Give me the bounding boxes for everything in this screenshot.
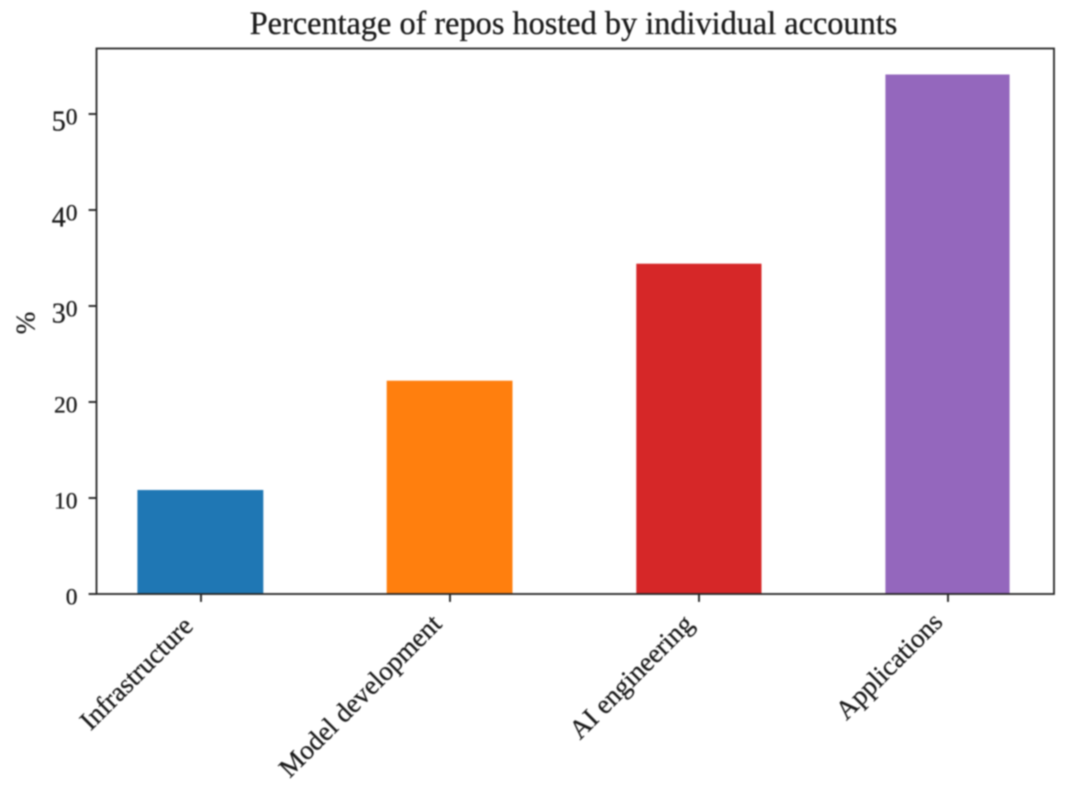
svg-text:0: 0 bbox=[66, 585, 78, 611]
svg-text:20: 20 bbox=[54, 393, 78, 419]
svg-text:50: 50 bbox=[52, 105, 78, 138]
svg-text:10: 10 bbox=[54, 489, 78, 515]
svg-text:40: 40 bbox=[52, 201, 78, 234]
svg-text:30: 30 bbox=[52, 297, 78, 330]
svg-text:%: % bbox=[11, 312, 41, 335]
svg-text:Percentage of repos hosted by: Percentage of repos hosted by individual… bbox=[250, 5, 898, 41]
